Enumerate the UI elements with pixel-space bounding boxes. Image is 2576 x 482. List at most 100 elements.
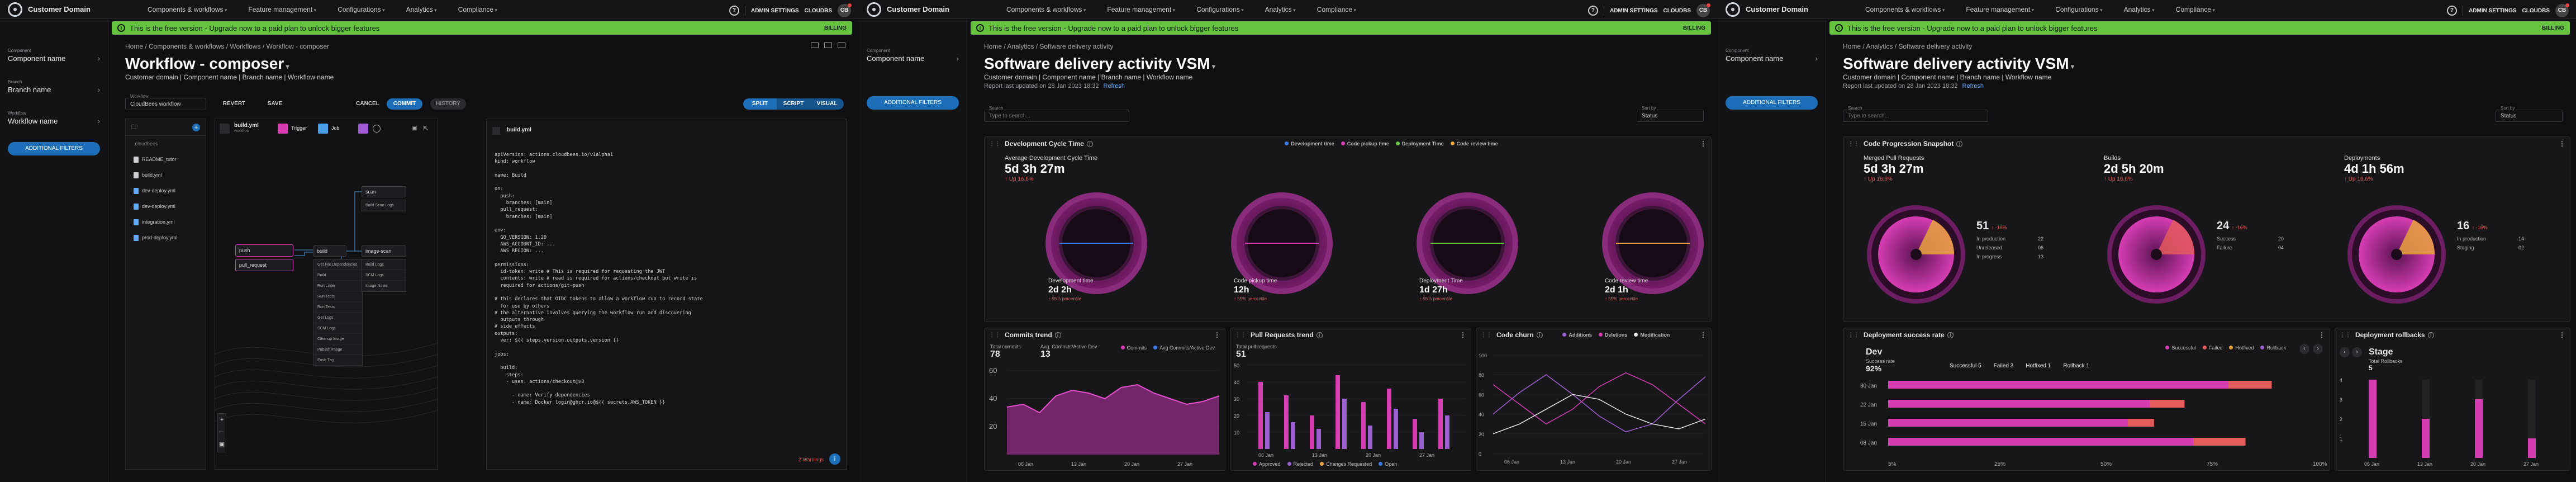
sort-select[interactable]: Sort by Status (1637, 106, 1704, 122)
save-button[interactable]: SAVE (267, 101, 283, 107)
file-item[interactable]: README_tutor (126, 152, 206, 167)
workflow-select[interactable]: Workflow CloudBees workflow (125, 94, 206, 110)
file-item[interactable]: .cloudbees (126, 136, 206, 152)
logo-icon[interactable] (867, 2, 881, 17)
job-icon[interactable] (318, 124, 328, 134)
more-icon[interactable]: ⋮ (1214, 331, 1220, 339)
step-item[interactable]: Publish Image (314, 344, 362, 355)
node-pull-request[interactable]: pull_request (235, 259, 293, 271)
trigger-label[interactable]: Trigger (291, 125, 307, 131)
breadcrumb[interactable]: Home / Components & workflows / Workflow… (125, 42, 329, 50)
drag-icon[interactable] (492, 127, 500, 135)
drag-icon[interactable]: ⋮⋮ (989, 140, 1000, 147)
split-button[interactable]: SPLIT (743, 98, 777, 110)
refresh-link[interactable]: Refresh (1103, 83, 1125, 89)
job-label[interactable]: Job (331, 125, 340, 131)
more-icon[interactable]: ⋮ (2559, 140, 2565, 148)
code-editor[interactable]: build.yml apiVersion: actions.cloudbees.… (486, 119, 847, 470)
history-button[interactable]: HISTORY (430, 98, 466, 110)
nav-analytics[interactable]: Analytics (2124, 6, 2155, 13)
brand-name[interactable]: Customer Domain (1746, 5, 1808, 13)
more-icon[interactable]: ⋮ (1460, 331, 1466, 339)
node-image-scan[interactable]: image-scan (362, 245, 406, 257)
logo-icon[interactable] (8, 2, 22, 17)
brand-name[interactable]: Customer Domain (887, 5, 949, 13)
add-file-icon[interactable]: + (192, 123, 200, 131)
nav-configurations[interactable]: Configurations (1196, 6, 1243, 13)
sort-select[interactable]: Sort by Status (2496, 106, 2563, 122)
comment-icon[interactable]: ▣ (412, 125, 417, 131)
info-icon[interactable]: i (1947, 332, 1954, 338)
avatar[interactable]: CB (838, 3, 852, 17)
step-item[interactable]: Image Notes (362, 281, 406, 291)
visual-canvas[interactable]: build.yml workflow Trigger Job ▣ ⇱ push … (215, 119, 438, 470)
layout-icon[interactable] (824, 42, 832, 48)
warnings-count[interactable]: 2 Warnings (798, 457, 824, 462)
drag-icon[interactable]: ⋮⋮ (1848, 140, 1859, 147)
revert-button[interactable]: REVERT (222, 101, 246, 107)
more-icon[interactable]: ⋮ (2318, 331, 2325, 339)
drag-icon[interactable] (220, 124, 230, 134)
info-icon[interactable]: i (2427, 332, 2434, 338)
nav-components[interactable]: Components & workflows (1006, 6, 1086, 13)
help-icon[interactable]: ? (729, 6, 739, 16)
admin-settings-link[interactable]: ADMIN SETTINGS (1609, 7, 1658, 14)
sidebar-workflow[interactable]: Workflow Workflow name (0, 94, 108, 125)
avatar[interactable]: CB (1696, 3, 1710, 17)
drag-icon[interactable]: ⋮⋮ (1235, 332, 1246, 338)
nav-features[interactable]: Feature management (1107, 6, 1175, 13)
code-content[interactable]: apiVersion: actions.cloudbees.io/v1alpha… (495, 152, 703, 405)
nav-configurations[interactable]: Configurations (338, 6, 384, 13)
prev-icon[interactable]: ‹ (2299, 344, 2309, 354)
drag-icon[interactable]: ⋮⋮ (1848, 332, 1859, 338)
step-item[interactable]: Build (314, 270, 362, 281)
additional-filters-button[interactable]: ADDITIONAL FILTERS (867, 96, 959, 110)
admin-settings-link[interactable]: ADMIN SETTINGS (750, 7, 799, 14)
file-item[interactable]: dev-deploy.yml (126, 183, 206, 199)
sidebar-component[interactable]: Component Component name (859, 19, 967, 63)
logo-icon[interactable] (1726, 2, 1740, 17)
trigger-icon[interactable] (278, 124, 288, 134)
info-icon[interactable]: i (1956, 140, 1963, 147)
sidebar-component[interactable]: Component Component name (0, 19, 108, 63)
share-icon[interactable]: ⇱ (423, 125, 429, 132)
sidebar-branch[interactable]: Branch Branch name (0, 63, 108, 94)
step-item[interactable]: Build Logs (362, 259, 406, 270)
visual-button[interactable]: VISUAL (810, 98, 844, 110)
breadcrumb[interactable]: Home / Analytics / Software delivery act… (1843, 42, 1973, 50)
zoom-controls[interactable]: + − ▣ (217, 413, 226, 452)
search-input[interactable]: Search Type to search... (984, 106, 1129, 122)
info-icon[interactable]: i (829, 453, 840, 465)
nav-analytics[interactable]: Analytics (406, 6, 437, 13)
org-name[interactable]: CLOUDBS (804, 7, 832, 14)
prev-icon[interactable]: ‹ (2340, 347, 2350, 357)
step-item[interactable]: Get Logs (314, 313, 362, 323)
step-item[interactable]: Run Tests (314, 302, 362, 313)
additional-filters-button[interactable]: ADDITIONAL FILTERS (8, 142, 100, 155)
more-icon[interactable]: ⋮ (1700, 331, 1707, 339)
nav-compliance[interactable]: Compliance (458, 6, 497, 13)
step-item[interactable]: SCM Logs (314, 323, 362, 334)
next-icon[interactable]: › (2352, 347, 2362, 357)
file-item[interactable]: dev-deploy.yml (126, 199, 206, 214)
org-name[interactable]: CLOUDBS (2522, 7, 2550, 14)
more-icon[interactable]: ⋮ (2559, 331, 2565, 339)
node-build[interactable]: build (313, 245, 346, 257)
info-icon[interactable]: i (1054, 332, 1061, 338)
file-item[interactable]: integration.yml (126, 214, 206, 230)
nav-analytics[interactable]: Analytics (1265, 6, 1296, 13)
node-push[interactable]: push (235, 244, 293, 257)
nav-features[interactable]: Feature management (248, 6, 316, 13)
avatar[interactable]: CB (2555, 3, 2569, 17)
cancel-button[interactable]: CANCEL (356, 101, 379, 107)
step-item[interactable]: SCM Logs (362, 270, 406, 281)
refresh-link[interactable]: Refresh (1962, 83, 1984, 89)
nav-compliance[interactable]: Compliance (2176, 6, 2215, 13)
step-item[interactable]: Cleanup Image (314, 334, 362, 344)
billing-link[interactable]: BILLING (824, 25, 847, 31)
nav-compliance[interactable]: Compliance (1317, 6, 1356, 13)
step-item[interactable]: Run Linter (314, 281, 362, 291)
nav-components[interactable]: Components & workflows (1865, 6, 1945, 13)
commit-button[interactable]: COMMIT (387, 98, 422, 110)
script-button[interactable]: SCRIPT (777, 98, 810, 110)
